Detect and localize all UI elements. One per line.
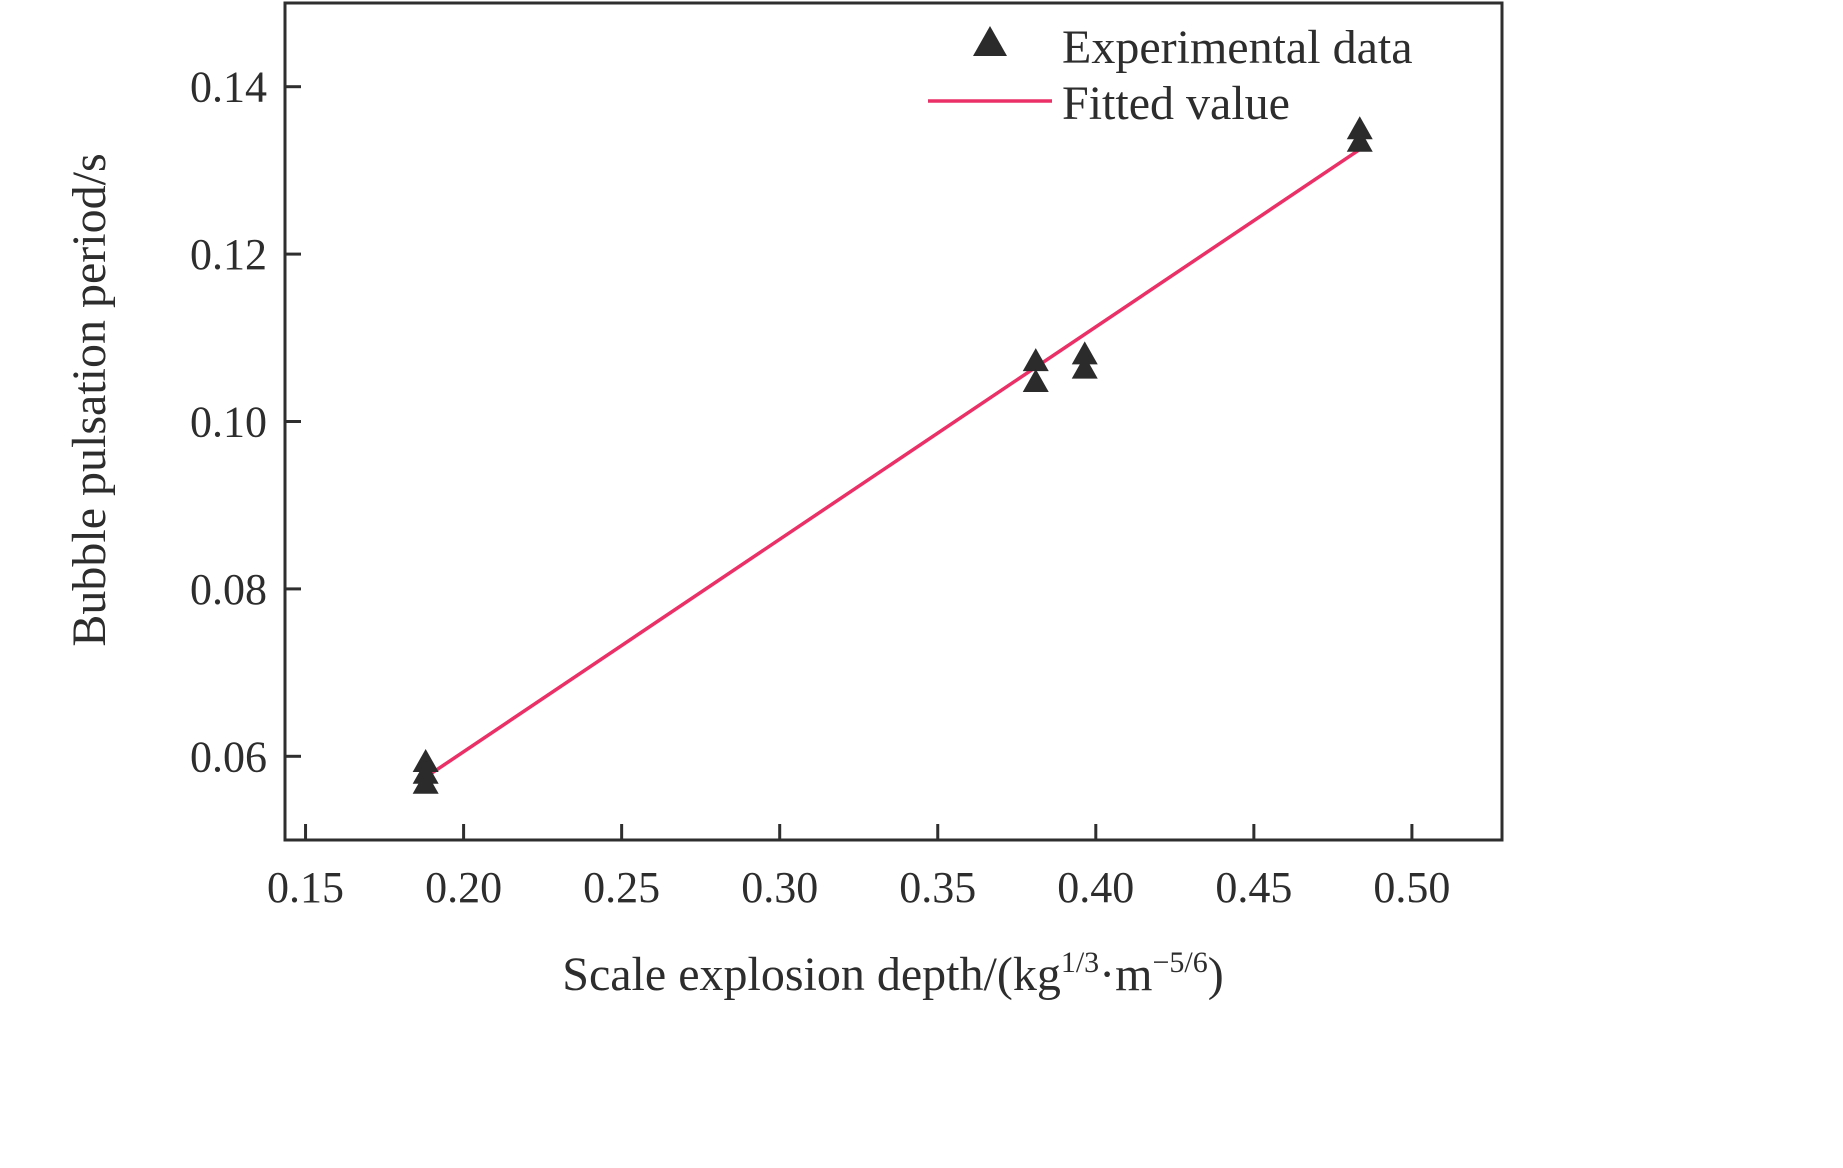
x-tick-label: 0.30 [741, 863, 818, 912]
x-tick-label: 0.15 [267, 863, 344, 912]
x-tick-label: 0.20 [425, 863, 502, 912]
y-tick-label: 0.14 [190, 63, 267, 112]
fitted-line [424, 148, 1361, 779]
legend-label-experimental-data: Experimental data [1062, 21, 1413, 74]
data-point-triangle [412, 770, 439, 794]
data-point-triangle [1022, 348, 1049, 372]
plot-frame [283, 1, 1504, 842]
x-axis-label-sup2: −5/6 [1152, 946, 1207, 979]
x-tick-label: 0.50 [1373, 863, 1450, 912]
data-point-triangle [1071, 355, 1098, 379]
x-axis-label-post: ) [1208, 948, 1224, 1001]
y-tick-label: 0.06 [190, 732, 267, 781]
y-tick-label: 0.12 [190, 230, 267, 279]
y-axis-label: Bubble pulsation period/s [63, 153, 116, 646]
data-point-triangle [1071, 341, 1098, 365]
x-axis-ticks: 0.15 0.20 0.25 0.30 0.35 0.40 0.45 0.50 [267, 824, 1450, 912]
legend-marker-triangle [973, 26, 1007, 56]
x-tick-label: 0.25 [583, 863, 660, 912]
data-point-triangle [412, 748, 439, 772]
x-tick-label: 0.40 [1057, 863, 1134, 912]
data-point-triangle [1346, 116, 1373, 140]
y-axis-ticks: 0.06 0.08 0.10 0.12 0.14 [190, 63, 301, 781]
data-point-triangle [1022, 368, 1049, 392]
x-tick-label: 0.45 [1215, 863, 1292, 912]
legend-label-fitted-value: Fitted value [1062, 77, 1290, 130]
x-axis-label-mid: ·m [1099, 948, 1152, 1001]
x-tick-label: 0.35 [899, 863, 976, 912]
x-axis-label-pre: Scale explosion depth/(kg [562, 948, 1061, 1001]
data-layer [412, 116, 1373, 794]
x-axis-label-sup1: 1/3 [1061, 946, 1099, 979]
y-tick-label: 0.10 [190, 398, 267, 447]
y-tick-label: 0.08 [190, 565, 267, 614]
data-point-triangle [1346, 128, 1373, 152]
x-axis-label: Scale explosion depth/(kg1/3·m−5/6) [562, 946, 1223, 1001]
